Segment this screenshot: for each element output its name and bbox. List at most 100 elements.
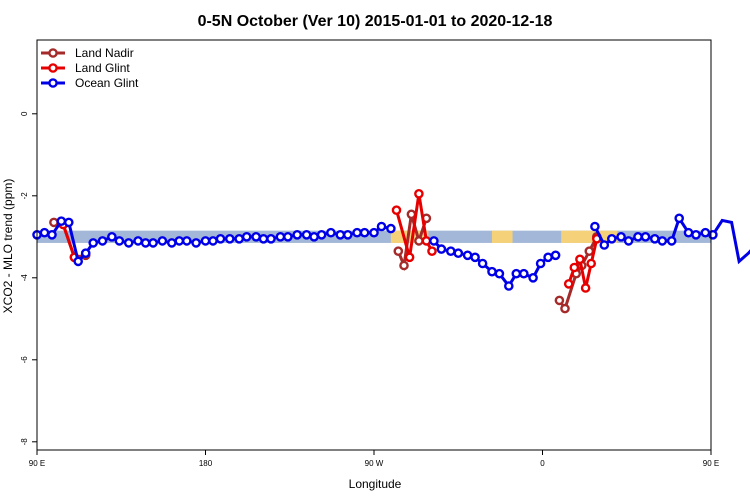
data-point [181,236,192,246]
data-point [511,268,522,279]
data-point [453,248,464,258]
data-point [421,236,432,246]
data-point [215,233,226,244]
x-tick-label: 90 W [365,459,384,468]
data-point [391,205,402,215]
legend-label: Ocean Glint [75,76,139,90]
x-axis-label: Longitude [349,477,402,491]
y-tick-label: -2 [20,192,29,200]
legend-item-ocean-glint: Ocean Glint [41,76,139,90]
data-point [494,268,505,279]
data-point [569,262,580,273]
x-tick-label: 0 [540,459,545,468]
data-point [342,229,353,240]
data-point [543,252,553,263]
data-point [275,231,286,242]
data-point [114,236,125,246]
data-point [575,254,585,265]
chart-title: 0-5N October (Ver 10) 2015-01-01 to 2020… [198,13,553,30]
data-point [487,266,497,277]
data-point [550,250,561,261]
legend-label: Land Nadir [75,46,134,60]
data-point [445,246,456,256]
data-point [633,231,643,242]
data-point [301,229,312,240]
x-tick-label: 180 [199,459,213,468]
data-point [208,236,218,246]
series-line-1-1 [395,193,434,258]
data-point [436,244,447,254]
data-point [503,281,514,291]
data-point [200,236,211,246]
data-point [616,231,626,242]
data-point [427,246,437,256]
data-point [316,229,327,240]
series-ocean-glint [32,213,750,291]
data-point [376,221,387,232]
data-point [599,240,610,250]
y-tick-label: -6 [20,356,29,364]
data-point [584,246,595,256]
data-point [623,236,634,246]
data-point [107,231,117,242]
data-point [657,236,668,246]
data-point [393,246,404,256]
x-tick-label: 90 E [703,459,719,468]
y-axis: 0 -2 -4 -6 -8 [20,111,37,445]
data-point [607,233,617,244]
data-point [241,231,252,242]
data-point [157,236,168,246]
data-point [414,236,424,246]
data-point [590,221,600,232]
data-point [56,216,67,226]
data-point [292,229,303,240]
data-point [148,238,158,248]
series-line-1-0 [61,224,76,258]
x-tick-label: 90 E [29,459,45,468]
data-point [708,229,718,240]
data-point [519,268,529,279]
legend-marker [48,78,58,88]
data-point [88,238,98,248]
series-layer [32,188,750,314]
y-axis-label: XCO2 - MLO trend (ppm) [1,179,15,314]
data-point [586,258,597,269]
data-point [650,233,660,244]
data-point [462,250,473,261]
background-band-3 [491,230,513,243]
data-point [477,258,488,269]
data-point [174,236,185,246]
data-point [234,233,244,244]
data-point [266,233,276,244]
data-point [47,229,57,240]
data-point [123,238,134,248]
data-point [73,256,83,267]
data-point [64,217,74,228]
data-point [283,231,293,242]
data-point [386,223,396,234]
data-point [404,252,415,263]
data-point [429,236,439,246]
legend-item-land-glint: Land Glint [41,61,130,75]
data-point [39,227,50,238]
y-tick-label: 0 [20,111,29,116]
data-point [97,236,108,246]
data-point [535,258,546,269]
data-point [640,231,651,242]
data-point [470,252,480,263]
data-point [359,227,370,238]
data-point [666,236,677,246]
data-point [414,188,424,199]
data-point [352,227,362,238]
data-point [560,303,570,314]
data-point [133,236,143,246]
data-point [309,231,319,242]
x-axis: 90 E 180 90 W 0 90 E [29,450,719,468]
data-point [166,238,177,248]
data-point [406,209,417,220]
data-point [326,227,336,238]
legend-marker [48,63,58,73]
legend-marker [48,48,58,58]
